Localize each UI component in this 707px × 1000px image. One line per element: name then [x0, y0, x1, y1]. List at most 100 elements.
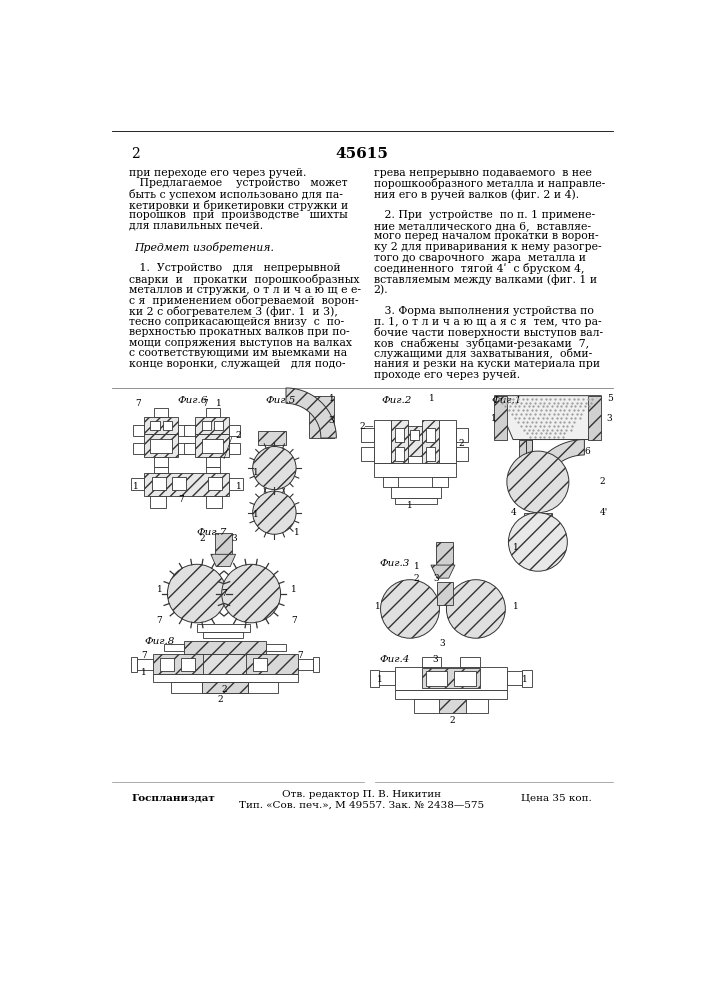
Bar — [215, 533, 232, 554]
Bar — [395, 447, 404, 461]
Bar — [154, 408, 168, 417]
Bar — [309, 396, 334, 438]
Text: порошкообразного металла и направле-: порошкообразного металла и направле- — [373, 178, 604, 189]
Circle shape — [222, 564, 281, 623]
Text: 2: 2 — [459, 439, 464, 448]
Bar — [230, 478, 243, 490]
Bar — [178, 425, 189, 436]
Bar — [178, 443, 189, 454]
Bar — [379, 671, 395, 685]
Text: мого перед началом прокатки в ворон-: мого перед началом прокатки в ворон- — [373, 231, 598, 241]
Text: 2: 2 — [235, 431, 241, 440]
Bar — [134, 443, 144, 454]
Polygon shape — [286, 388, 337, 438]
Text: 2: 2 — [450, 716, 455, 725]
Bar — [206, 658, 220, 671]
Bar — [214, 421, 223, 430]
Text: п. 1, о т л и ч а ю щ а я с я  тем, что ра-: п. 1, о т л и ч а ю щ а я с я тем, что р… — [373, 317, 601, 327]
Text: 7: 7 — [221, 589, 227, 598]
Text: соединенного  тягой 4ʹ  с бруском 4,: соединенного тягой 4ʹ с бруском 4, — [373, 263, 584, 274]
Text: 1: 1 — [132, 482, 139, 491]
Text: кетировки и брикетировки стружки и: кетировки и брикетировки стружки и — [129, 200, 348, 211]
Bar — [456, 428, 468, 442]
Bar — [195, 417, 230, 434]
Bar — [231, 658, 245, 671]
Bar — [414, 699, 441, 713]
Text: быть с успехом использовано для па-: быть с успехом использовано для па- — [129, 189, 343, 200]
Text: 1: 1 — [235, 482, 241, 491]
Text: тесно соприкасающейся внизу  с  по-: тесно соприкасающейся внизу с по- — [129, 317, 344, 327]
Bar — [507, 671, 522, 685]
Bar — [383, 477, 398, 487]
Bar — [197, 624, 250, 632]
Text: Фиг.7: Фиг.7 — [197, 528, 227, 537]
Bar — [518, 440, 532, 459]
Text: проходе его через ручей.: проходе его через ручей. — [373, 370, 520, 380]
Text: 2. При  устройстве  по п. 1 примене-: 2. При устройстве по п. 1 примене- — [373, 210, 595, 220]
Text: 1: 1 — [216, 399, 222, 408]
Text: 2: 2 — [199, 534, 205, 543]
Text: Предмет изобретения.: Предмет изобретения. — [134, 242, 274, 253]
Text: 2: 2 — [131, 147, 140, 161]
Polygon shape — [431, 565, 455, 578]
Bar — [131, 657, 137, 672]
Text: 1: 1 — [253, 468, 259, 477]
Text: 1: 1 — [414, 562, 420, 571]
Bar — [201, 421, 211, 430]
Bar — [202, 682, 248, 693]
Text: вставляемым между валками (фиг. 1 и: вставляемым между валками (фиг. 1 и — [373, 274, 597, 285]
Bar — [203, 654, 246, 674]
Bar — [361, 428, 373, 442]
Bar — [202, 682, 248, 693]
Bar — [154, 466, 168, 473]
Text: 1: 1 — [156, 585, 163, 594]
Bar — [206, 457, 220, 466]
Text: 1: 1 — [378, 675, 383, 684]
Bar — [230, 425, 240, 436]
Bar — [151, 496, 166, 508]
Text: Госпланиздат: Госпланиздат — [131, 794, 215, 803]
Text: 1: 1 — [293, 528, 300, 537]
Bar — [266, 644, 286, 651]
Text: Фиг.6: Фиг.6 — [177, 396, 208, 405]
Text: 2: 2 — [414, 574, 419, 583]
Bar — [395, 667, 507, 690]
Bar — [421, 420, 438, 463]
Bar — [160, 658, 174, 671]
Bar — [164, 644, 185, 651]
Bar — [134, 425, 144, 436]
Bar — [151, 421, 160, 430]
Bar — [201, 439, 223, 453]
Text: с я  применением обогреваемой  ворон-: с я применением обогреваемой ворон- — [129, 295, 358, 306]
Bar — [395, 690, 507, 699]
Text: 7: 7 — [156, 616, 163, 625]
Text: верхностью прокатных валков при по-: верхностью прокатных валков при по- — [129, 327, 349, 337]
Bar — [185, 425, 195, 436]
Text: ния его в ручей валков (фиг. 2 и 4).: ния его в ручей валков (фиг. 2 и 4). — [373, 189, 579, 200]
Circle shape — [507, 451, 569, 513]
Bar — [185, 641, 266, 654]
Circle shape — [508, 513, 567, 571]
Text: Фиг.3: Фиг.3 — [379, 559, 409, 568]
Bar — [522, 670, 532, 687]
Bar — [131, 478, 144, 490]
Text: 1: 1 — [329, 394, 334, 403]
Bar — [252, 658, 267, 671]
Text: 7: 7 — [135, 399, 141, 408]
Bar — [494, 396, 507, 440]
Bar — [433, 477, 448, 487]
Bar — [370, 670, 379, 687]
Bar — [247, 682, 279, 693]
Bar — [153, 674, 298, 682]
Bar — [395, 498, 437, 504]
Text: 1: 1 — [513, 602, 519, 611]
Polygon shape — [526, 440, 585, 497]
Text: 1: 1 — [253, 510, 259, 519]
Text: 3: 3 — [606, 414, 612, 423]
Text: 7: 7 — [202, 399, 208, 408]
Text: ков  снабжены  зубцами-резаками  7,: ков снабжены зубцами-резаками 7, — [373, 338, 589, 349]
Text: Фиг.1: Фиг.1 — [491, 396, 522, 405]
Text: 1: 1 — [429, 394, 435, 403]
Bar — [421, 657, 441, 667]
Text: 3. Форма выполнения устройства по: 3. Форма выполнения устройства по — [373, 306, 593, 316]
